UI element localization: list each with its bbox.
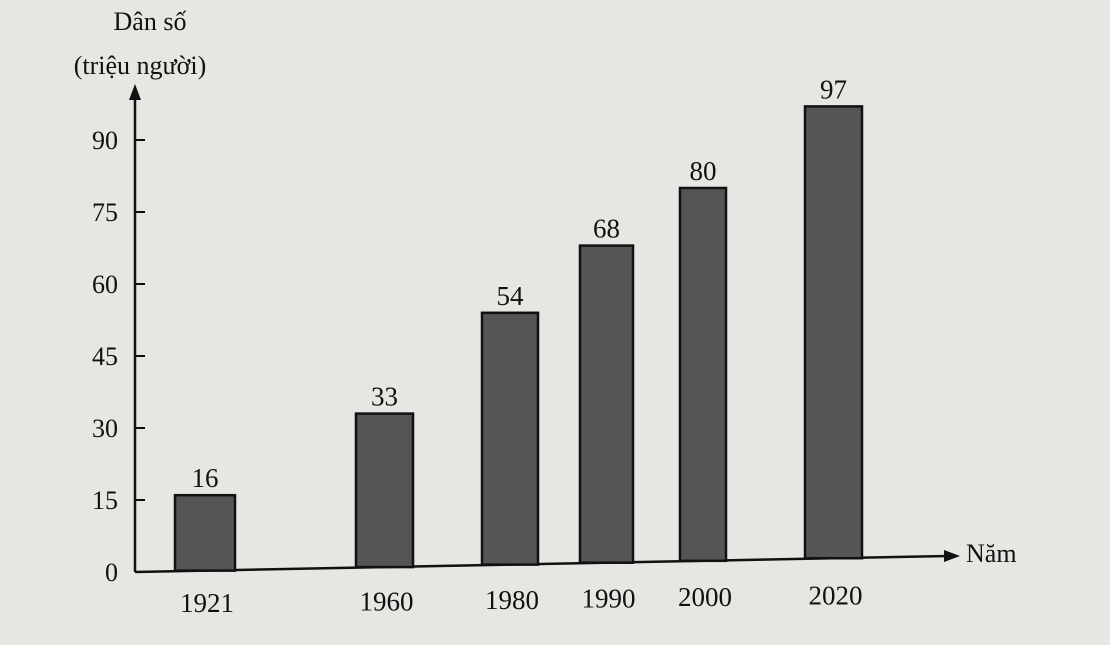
y-tick-label: 60 [92, 270, 118, 299]
y-axis-label-line1: Dân số [114, 7, 187, 36]
bar-2000 [678, 186, 728, 563]
y-tick-label: 45 [92, 342, 118, 371]
bar-2020 [803, 105, 864, 560]
data-label: 16 [192, 463, 219, 493]
x-tick-label: 2020 [809, 581, 863, 611]
x-axis-label: Năm [966, 539, 1017, 568]
x-tick-label: 1921 [180, 588, 234, 618]
bar-1960 [354, 412, 415, 569]
data-label: 54 [497, 281, 525, 311]
data-label: 80 [690, 156, 717, 186]
x-tick-label: 1980 [485, 585, 539, 615]
x-tick-label: 2000 [678, 582, 732, 612]
y-tick-label: 0 [105, 558, 118, 587]
y-tick-label: 75 [92, 198, 118, 227]
y-tick-label: 15 [92, 486, 118, 515]
bar-1980 [480, 311, 540, 566]
data-label: 68 [593, 214, 620, 244]
data-label: 33 [371, 382, 398, 412]
y-axis-arrow [129, 84, 141, 100]
bar-1990 [578, 244, 635, 564]
x-tick-label: 1960 [360, 587, 414, 617]
data-label: 97 [820, 74, 847, 104]
y-tick-label: 90 [92, 126, 118, 155]
x-axis-arrow [944, 550, 960, 562]
x-tick-label: 1990 [582, 584, 636, 614]
bar-1921 [173, 493, 237, 572]
y-tick-label: 30 [92, 414, 118, 443]
y-axis-label-line2: (triệu người) [74, 51, 207, 80]
